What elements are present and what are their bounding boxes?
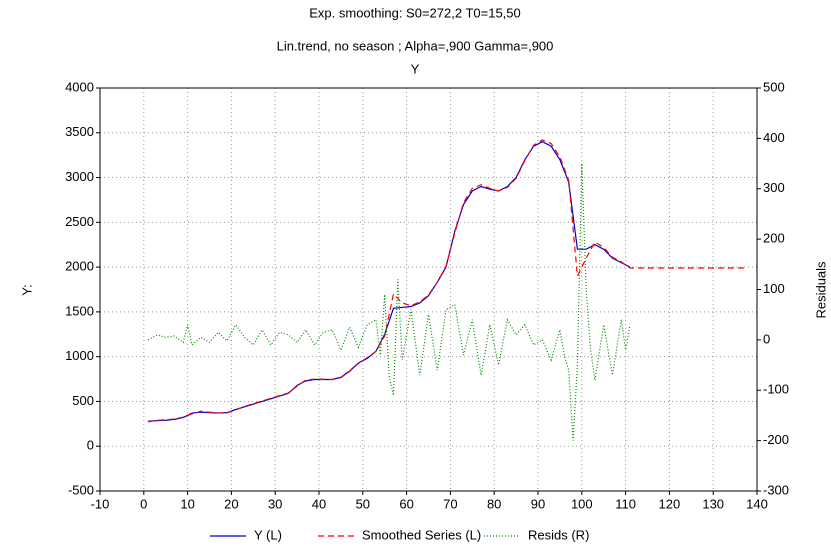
series-line [148,139,744,423]
x-tick-label: 20 [224,496,238,511]
y-tick-label: 4000 [65,79,94,94]
y2-tick-label: 300 [763,180,785,195]
plot-frame [99,87,758,492]
x-tick-label: 30 [268,496,282,511]
x-tick-label: 80 [487,496,501,511]
y2-tick-label: 400 [763,130,785,145]
x-tick-label: -10 [91,496,110,511]
x-tick-label: 130 [702,496,724,511]
chart-title: Exp. smoothing: S0=272,2 T0=15,50 [309,5,521,20]
chart-subtitle: Lin.trend, no season ; Alpha=,900 Gamma=… [277,38,554,53]
y-tick-label: 2500 [65,214,94,229]
y2-tick-label: 100 [763,281,785,296]
legend-label: Y (L) [254,527,282,542]
x-tick-label: 50 [356,496,370,511]
y-axis-label: Y: [19,284,34,296]
y-tick-label: 1500 [65,303,94,318]
y-tick-label: 3000 [65,169,94,184]
y2-tick-label: 200 [763,231,785,246]
x-tick-label: 60 [399,496,413,511]
x-tick-label: 10 [180,496,194,511]
legend-label: Smoothed Series (L) [362,527,481,542]
y-tick-label: 0 [87,438,94,453]
x-tick-label: 100 [571,496,593,511]
y2-axis-label: Residuals [813,261,828,319]
y2-tick-label: 500 [763,79,785,94]
y-tick-label: 3500 [65,124,94,139]
series-line [147,163,631,441]
y2-tick-label: -200 [763,432,789,447]
x-tick-label: 90 [531,496,545,511]
x-tick-label: 140 [746,496,768,511]
y-tick-label: -500 [68,482,94,497]
y-tick-label: 2000 [65,259,94,274]
legend-label: Resids (R) [528,527,589,542]
y2-tick-label: 0 [763,331,770,346]
series-line [148,141,631,422]
x-tick-label: 40 [312,496,326,511]
y-tick-label: 1000 [65,348,94,363]
y2-tick-label: -300 [763,482,789,497]
x-tick-label: 120 [659,496,681,511]
x-tick-label: 110 [615,496,636,511]
x-tick-label: 0 [140,496,147,511]
x-tick-label: 70 [443,496,457,511]
y-tick-label: 500 [72,393,94,408]
chart-subtitle: Y [411,61,420,76]
y2-tick-label: -100 [763,382,789,397]
